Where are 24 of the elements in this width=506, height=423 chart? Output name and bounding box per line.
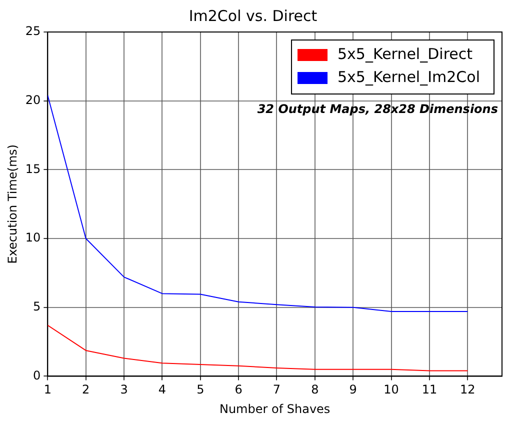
- x-tick-label: 7: [272, 382, 281, 397]
- x-tick-label: 6: [234, 382, 242, 397]
- x-tick-label: 1: [44, 382, 52, 397]
- y-tick-label: 5: [33, 299, 41, 314]
- x-tick-label: 5: [196, 382, 204, 397]
- y-tick-label: 20: [25, 92, 41, 107]
- x-tick-label: 9: [349, 382, 357, 397]
- x-tick-label: 4: [158, 382, 166, 397]
- x-tick-label: 8: [311, 382, 319, 397]
- y-tick-label: 0: [33, 368, 41, 382]
- legend-label: 5x5_Kernel_Im2Col: [338, 68, 480, 86]
- legend-label: 5x5_Kernel_Direct: [338, 44, 473, 63]
- y-tick-label: 15: [25, 162, 41, 176]
- x-tick-label: 10: [384, 382, 399, 397]
- x-tick-label: 12: [460, 382, 476, 397]
- y-axis-title: Execution Time(ms): [5, 144, 20, 264]
- annotation: 32 Output Maps, 28x28 Dimensions: [257, 102, 498, 116]
- y-tick-label: 25: [25, 24, 41, 38]
- chart-title: Im2Col vs. Direct: [188, 6, 318, 25]
- x-tick-label: 11: [422, 382, 438, 397]
- y-tick-label: 10: [25, 230, 41, 245]
- x-axis-title: Number of Shaves: [219, 402, 330, 416]
- x-tick-label: 3: [120, 382, 128, 397]
- x-tick-label: 2: [82, 382, 90, 397]
